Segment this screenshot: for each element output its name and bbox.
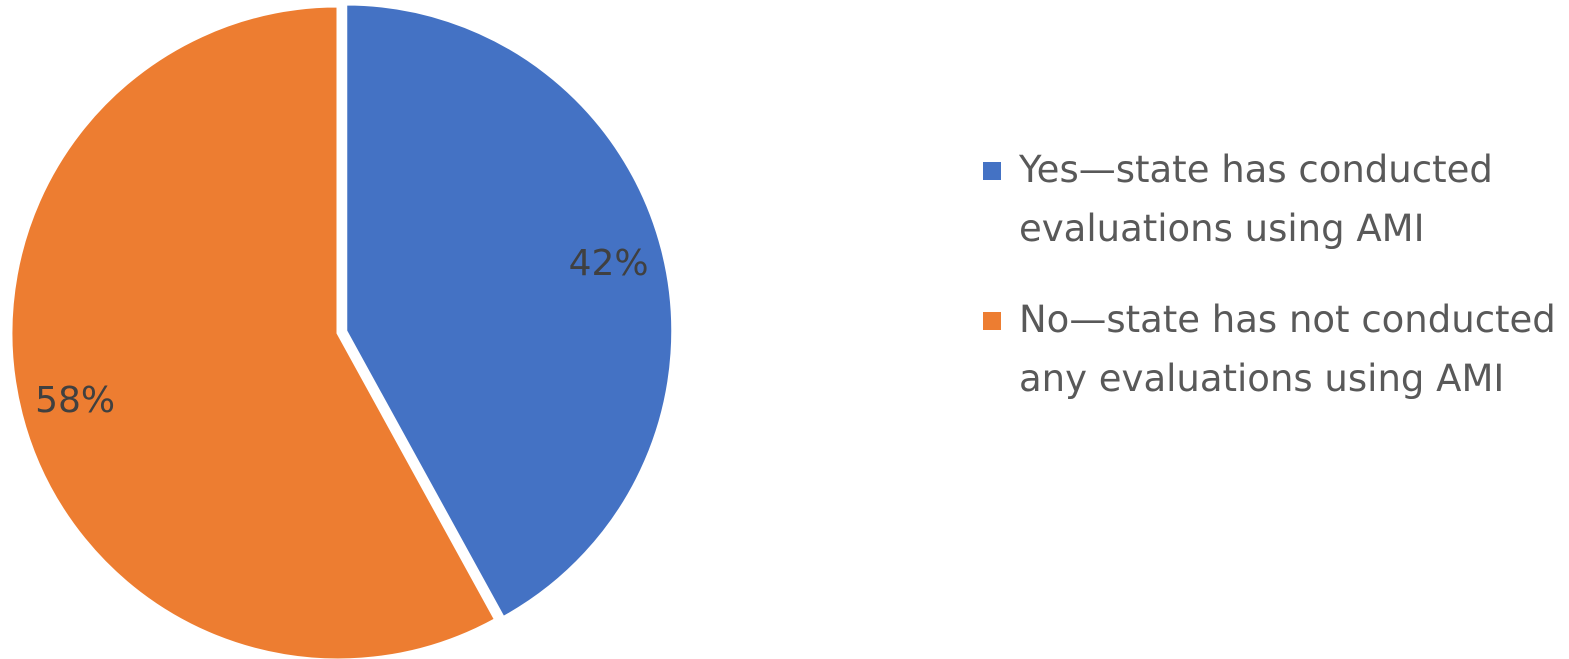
pie-slice-0	[344, 2, 675, 620]
legend-item-yes: Yes—state has conducted evaluations usin…	[983, 140, 1563, 258]
legend-swatch-no	[983, 312, 1001, 330]
pie-slice-1	[9, 4, 498, 659]
legend-swatch-yes	[983, 162, 1001, 180]
data-label-1: 58%	[35, 380, 115, 421]
pie-data-labels: 42% 58%	[35, 243, 649, 421]
data-label-0: 42%	[569, 243, 649, 284]
legend-item-no: No—state has not conducted any evaluatio…	[983, 290, 1563, 408]
legend: Yes—state has conducted evaluations usin…	[983, 140, 1563, 440]
pie-slices	[9, 2, 675, 659]
legend-label-no: No—state has not conducted any evaluatio…	[1019, 298, 1556, 400]
legend-label-yes: Yes—state has conducted evaluations usin…	[1019, 148, 1493, 250]
